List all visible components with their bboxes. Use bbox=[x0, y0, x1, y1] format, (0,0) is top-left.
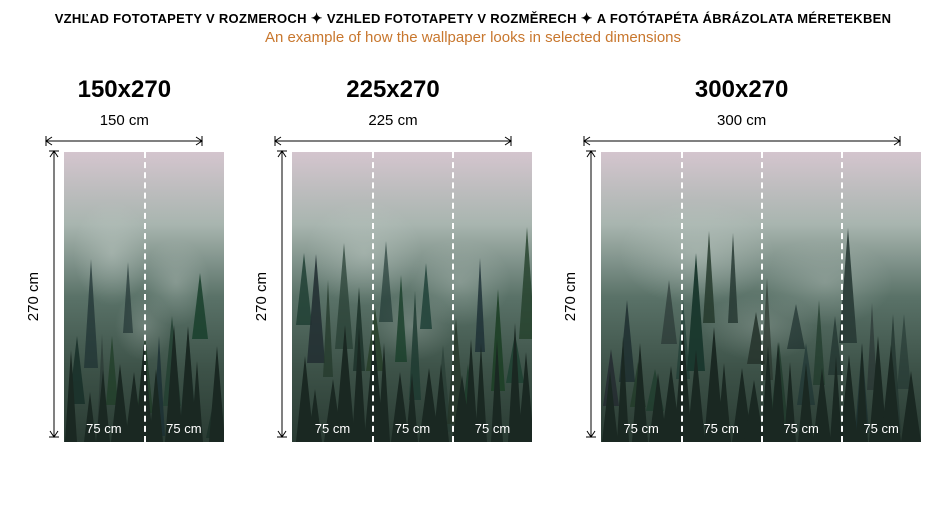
panels-container: 150x270 150 cm 270 cm 75 cm 75 cm 225x270… bbox=[20, 76, 926, 444]
wallpaper-preview: 75 cm 75 cm 75 cm bbox=[292, 152, 532, 442]
height-arrow bbox=[276, 149, 288, 444]
width-arrow bbox=[44, 135, 204, 147]
strip-divider bbox=[144, 152, 146, 442]
header-subtitle: An example of how the wallpaper looks in… bbox=[20, 29, 926, 46]
width-arrow bbox=[582, 135, 902, 147]
width-label: 300 cm bbox=[717, 112, 766, 129]
strip-labels-row: 75 cm 75 cm bbox=[64, 421, 224, 436]
size-panel: 150x270 150 cm 270 cm 75 cm 75 cm bbox=[25, 76, 224, 444]
header-multilang: VZHĽAD FOTOTAPETY V ROZMEROCH ✦ VZHLED F… bbox=[20, 10, 926, 27]
sparkle-icon: ✦ bbox=[581, 10, 593, 27]
strip-labels-row: 75 cm 75 cm 75 cm 75 cm bbox=[601, 421, 921, 436]
strip-width-label: 75 cm bbox=[623, 421, 658, 436]
strip-divider bbox=[841, 152, 843, 442]
height-label: 270 cm bbox=[562, 272, 579, 321]
width-label: 225 cm bbox=[368, 112, 417, 129]
strip-divider bbox=[681, 152, 683, 442]
size-panel: 300x270 300 cm 270 cm 75 cm75 cm75 cm75 … bbox=[562, 76, 921, 444]
strip-width-label: 75 cm bbox=[703, 421, 738, 436]
wallpaper-preview: 75 cm 75 cm 75 cm 75 cm bbox=[601, 152, 921, 442]
width-arrow bbox=[273, 135, 513, 147]
strip-labels-row: 75 cm 75 cm 75 cm bbox=[292, 421, 532, 436]
strip-divider bbox=[452, 152, 454, 442]
height-arrow bbox=[48, 149, 60, 444]
strip-divider bbox=[761, 152, 763, 442]
strip-width-label: 75 cm bbox=[863, 421, 898, 436]
strip-width-label: 75 cm bbox=[166, 421, 201, 436]
forest-graphic bbox=[292, 152, 532, 442]
sparkle-icon: ✦ bbox=[311, 10, 323, 27]
strip-width-label: 75 cm bbox=[86, 421, 121, 436]
height-label: 270 cm bbox=[253, 272, 270, 321]
header-hu: A FOTÓTAPÉTA ÁBRÁZOLATA MÉRETEKBEN bbox=[597, 11, 892, 26]
panel-title: 225x270 bbox=[346, 76, 439, 104]
height-arrow bbox=[585, 149, 597, 444]
width-label: 150 cm bbox=[100, 112, 149, 129]
wallpaper-preview: 75 cm 75 cm bbox=[64, 152, 224, 442]
panel-title: 150x270 bbox=[78, 76, 171, 104]
strip-width-label: 75 cm bbox=[395, 421, 430, 436]
header-cz: VZHLED FOTOTAPETY V ROZMĚRECH bbox=[327, 11, 577, 26]
height-label: 270 cm bbox=[25, 272, 42, 321]
strip-divider bbox=[372, 152, 374, 442]
size-panel: 225x270 225 cm 270 cm 75 cm 75 cm 75 cm bbox=[253, 76, 532, 444]
panel-title: 300x270 bbox=[695, 76, 788, 104]
strip-width-label: 75 cm bbox=[315, 421, 350, 436]
strip-width-label: 75 cm bbox=[783, 421, 818, 436]
strip-width-label: 75 cm bbox=[475, 421, 510, 436]
header-sk: VZHĽAD FOTOTAPETY V ROZMEROCH bbox=[55, 11, 307, 26]
